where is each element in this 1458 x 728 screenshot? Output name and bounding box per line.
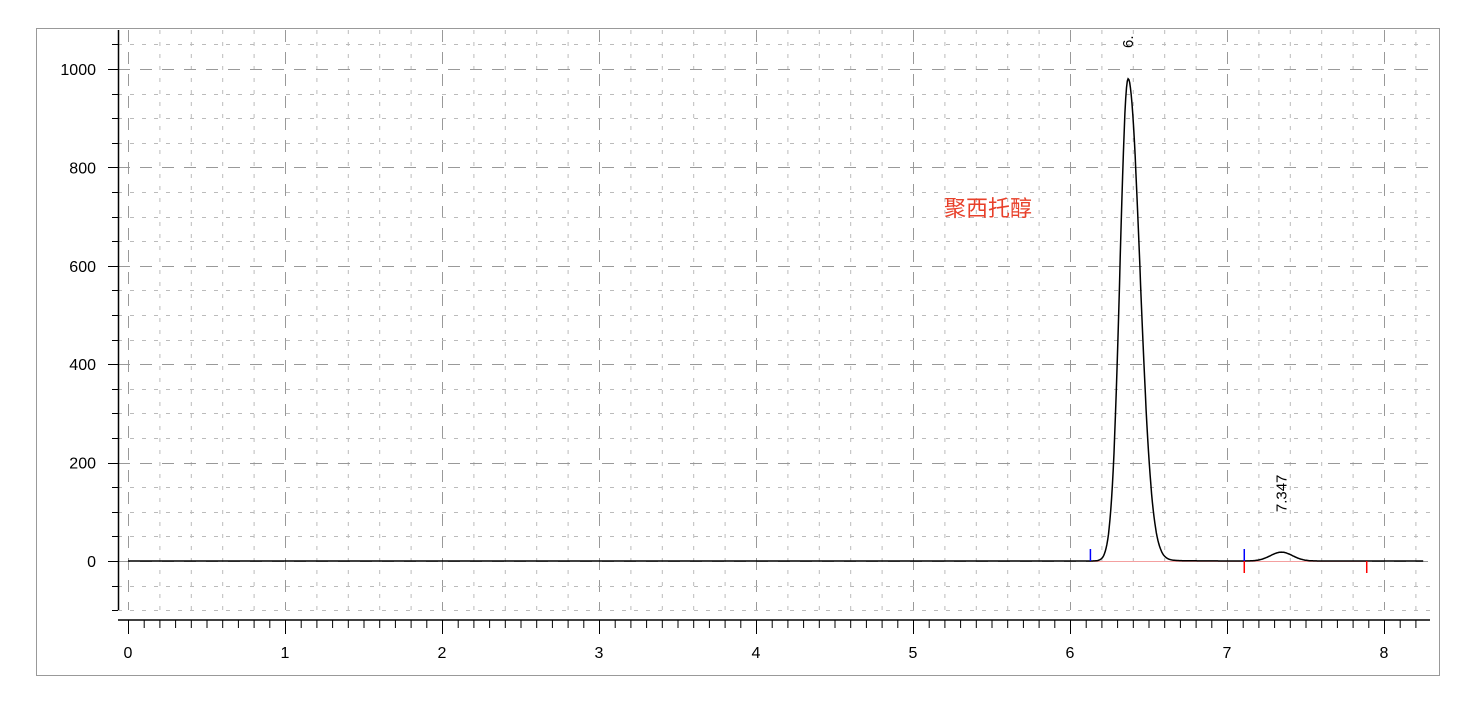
x-tick-label: 6 xyxy=(1066,645,1075,662)
y-tick-label: 200 xyxy=(69,456,96,473)
y-tick-label: 800 xyxy=(69,160,96,177)
peak-label: 7.347 xyxy=(1273,475,1290,513)
peak-label: 6. xyxy=(1120,35,1137,48)
x-tick-label: 0 xyxy=(124,645,133,662)
x-tick-label: 8 xyxy=(1380,645,1389,662)
y-tick-label: 600 xyxy=(69,259,96,276)
y-tick-label: 1000 xyxy=(60,62,96,79)
chromatogram-trace xyxy=(128,77,1424,562)
y-tick-label: 0 xyxy=(87,554,96,571)
compound-annotation: 聚西托醇 xyxy=(944,196,1032,221)
x-tick-label: 2 xyxy=(438,645,447,662)
chart-frame xyxy=(36,28,1440,676)
x-tick-label: 4 xyxy=(752,645,761,662)
x-tick-label: 5 xyxy=(909,645,918,662)
x-tick-label: 3 xyxy=(595,645,604,662)
y-tick-label: 400 xyxy=(69,357,96,374)
x-tick-label: 1 xyxy=(281,645,290,662)
x-tick-label: 7 xyxy=(1223,645,1232,662)
